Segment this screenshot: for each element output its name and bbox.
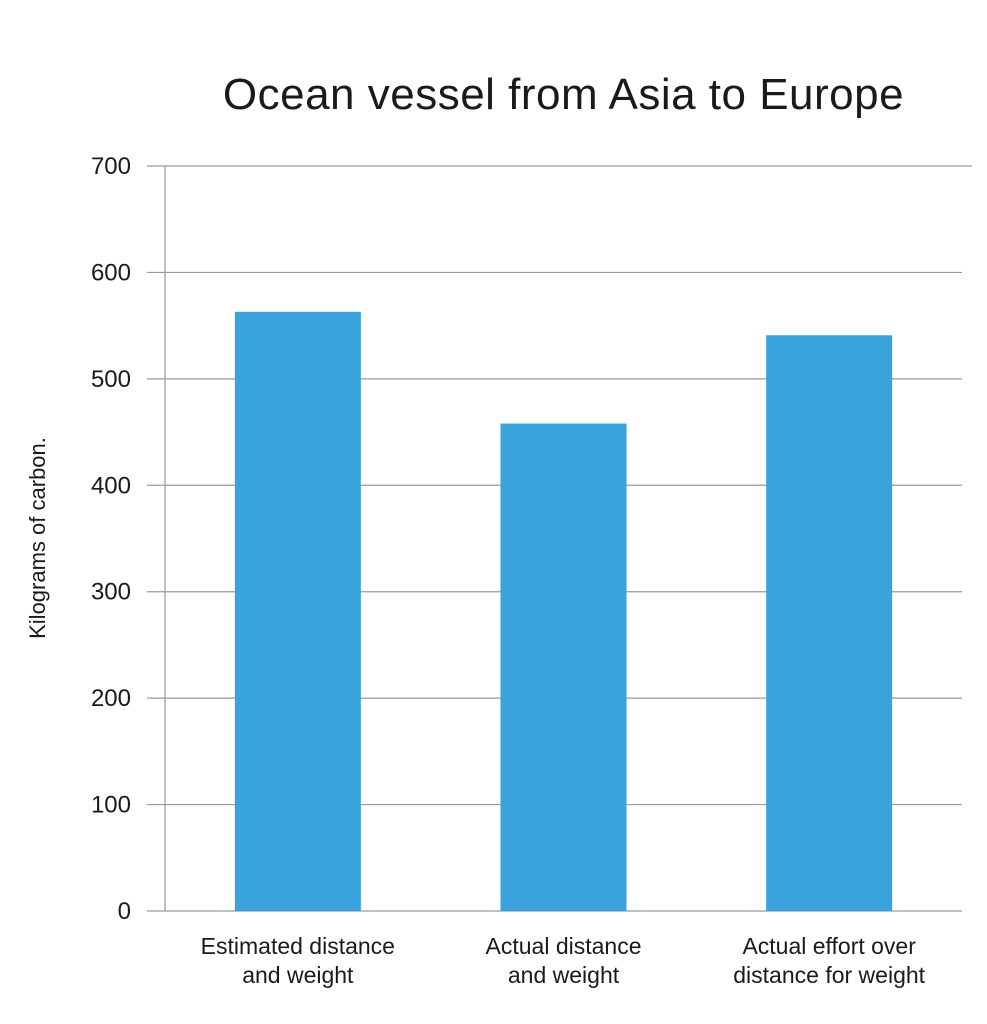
y-axis-label: Kilograms of carbon.: [25, 437, 50, 639]
y-tick-label: 600: [91, 259, 131, 286]
y-tick-label: 0: [118, 898, 131, 925]
y-tick-label: 700: [91, 153, 131, 180]
chart-title: Ocean vessel from Asia to Europe: [222, 70, 905, 119]
x-category-label: and weight: [242, 962, 354, 988]
x-category-label: Actual distance: [486, 933, 642, 959]
bar: [766, 335, 893, 911]
bars: [234, 311, 893, 911]
y-tick-label: 400: [91, 472, 131, 499]
y-tick-labels: 0 100 200 300 400 500 600 700: [91, 153, 131, 925]
y-tick-label: 300: [91, 579, 131, 606]
x-category-label: Actual effort over: [742, 933, 916, 959]
y-tick-label: 200: [91, 685, 131, 712]
y-tick-label: 100: [91, 792, 131, 819]
x-category-labels: Estimated distance and weight Actual dista…: [201, 933, 926, 988]
x-category-label: Estimated distance: [201, 933, 395, 959]
bar: [500, 423, 627, 911]
x-category-label: distance for weight: [733, 962, 925, 988]
y-tick-label: 500: [91, 366, 131, 393]
bar: [234, 311, 361, 911]
x-category-label: and weight: [508, 962, 620, 988]
